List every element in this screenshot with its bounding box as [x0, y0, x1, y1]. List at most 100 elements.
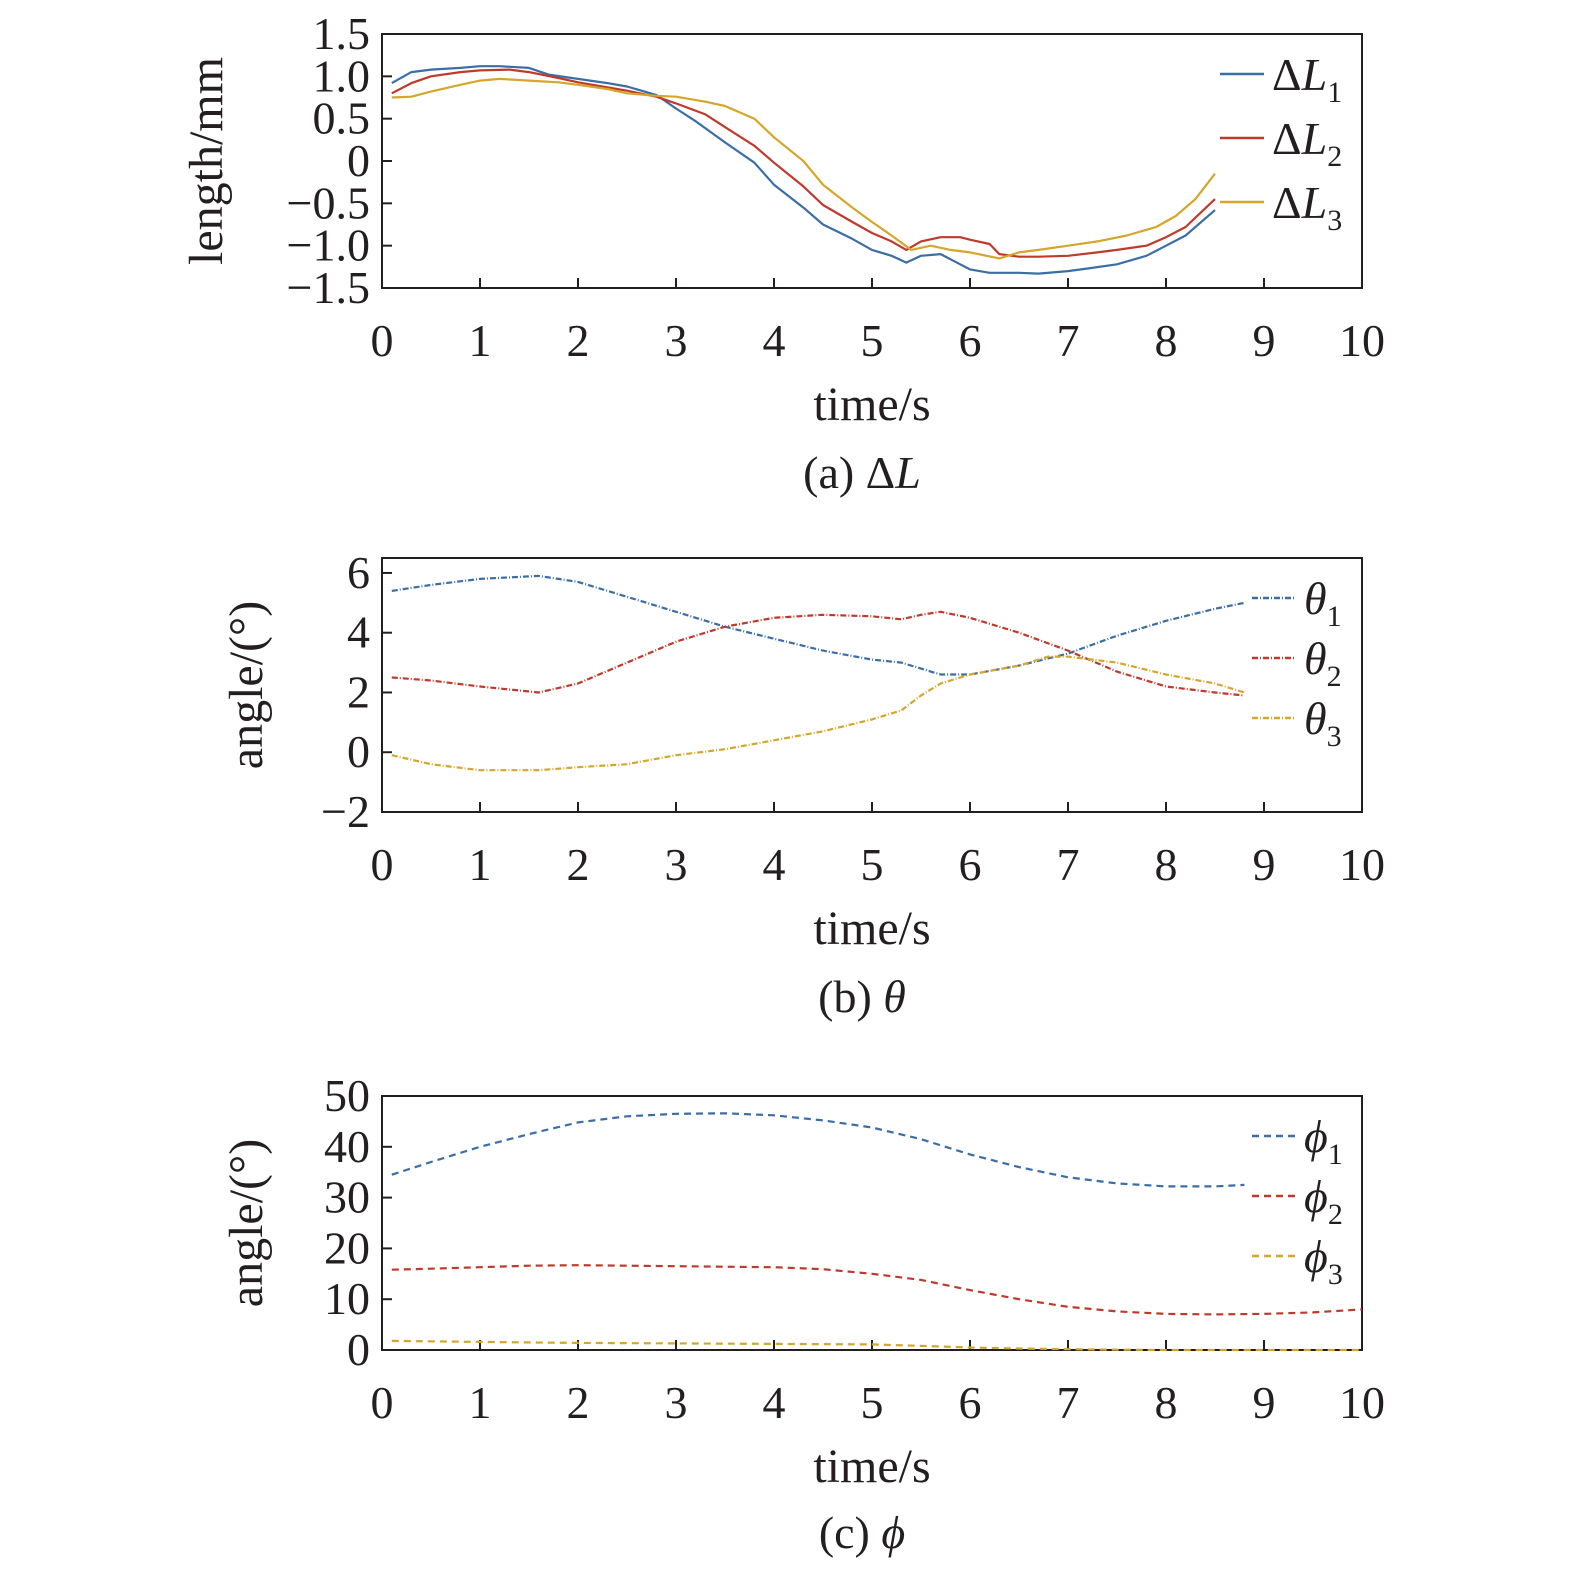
- y-tick-label: 40: [324, 1121, 370, 1172]
- y-tick-label: 0: [347, 1324, 370, 1375]
- panel-b-theta: 0 1 2 3 4 5 6 7 8 9 106420−2time/sangle/(°)θ1θ2θ3(…: [220, 547, 1385, 1022]
- legend-subscript: 3: [1327, 204, 1342, 237]
- x-tick-label: 1: [469, 1377, 492, 1428]
- y-tick-label: 4: [347, 607, 370, 658]
- x-tick-label: 9: [1253, 315, 1276, 366]
- legend-prefix: Δ: [1272, 49, 1302, 100]
- legend-subscript: 2: [1327, 660, 1342, 693]
- x-tick-label: 10: [1339, 315, 1385, 366]
- y-tick-label: −1.5: [287, 262, 370, 313]
- y-tick-label: 30: [324, 1172, 370, 1223]
- series-line-3: [391, 655, 1245, 772]
- x-tick-label: 0: [371, 315, 394, 366]
- y-tick-label: 6: [347, 547, 370, 598]
- x-tick-label: 7: [1057, 315, 1080, 366]
- legend-prefix: Δ: [1272, 113, 1302, 164]
- panel-c-phi: 0 1 2 3 4 5 6 7 8 9 1050403020100time/sangle/(°)ϕ1…: [220, 1070, 1385, 1558]
- series-line-1: [391, 574, 1245, 676]
- panel-caption: (c) ϕ: [819, 1507, 905, 1558]
- panel-a-delta-length: 0 1 2 3 4 5 6 7 8 9 101.51.00.50−0.5−1.0−1.5time/s…: [180, 8, 1385, 498]
- x-tick-label: 7: [1057, 1377, 1080, 1428]
- x-axis-title: time/s: [813, 902, 930, 955]
- legend-var: ϕ: [1304, 1111, 1328, 1162]
- y-tick-label: −2: [321, 786, 370, 837]
- y-tick-label: 10: [324, 1273, 370, 1324]
- legend-subscript: 1: [1328, 1138, 1343, 1171]
- x-tick-label: 0: [371, 839, 394, 890]
- series-line-2: [391, 68, 1216, 258]
- y-axis-title: length/mm: [180, 57, 233, 265]
- y-axis-title: angle/(°): [220, 601, 273, 769]
- x-tick-label: 8: [1155, 839, 1178, 890]
- y-tick-label: 20: [324, 1222, 370, 1273]
- x-tick-label: 10: [1339, 839, 1385, 890]
- series-line-1: [391, 65, 1216, 275]
- legend-var: θ: [1304, 633, 1327, 684]
- panel-caption: (b) θ: [818, 971, 906, 1022]
- x-tick-label: 6: [959, 315, 982, 366]
- x-tick-label: 2: [567, 1377, 590, 1428]
- legend-var: ϕ: [1304, 1171, 1328, 1222]
- caption-prefix: (a) Δ: [803, 447, 895, 498]
- x-tick-label: 1: [469, 315, 492, 366]
- legend-var: L: [1301, 49, 1328, 100]
- y-tick-label: 0: [347, 726, 370, 777]
- caption-variable: θ: [883, 971, 906, 1022]
- legend-subscript: 2: [1328, 1198, 1343, 1231]
- legend-label-2: θ2: [1304, 633, 1342, 693]
- y-tick-label: 0.5: [313, 93, 371, 144]
- plot-frame: [381, 557, 1363, 813]
- legend-label-3: θ3: [1304, 693, 1342, 753]
- x-tick-label: 9: [1253, 839, 1276, 890]
- legend-label-1: ΔL1: [1272, 49, 1342, 109]
- caption-variable: ϕ: [881, 1507, 905, 1558]
- series-line-1: [391, 1112, 1245, 1188]
- caption-prefix: (c): [819, 1507, 882, 1558]
- x-tick-label: 3: [665, 315, 688, 366]
- legend-label-3: ΔL3: [1272, 177, 1342, 237]
- legend-subscript: 3: [1328, 1258, 1343, 1291]
- x-tick-label: 4: [763, 315, 786, 366]
- plot-frame: [381, 1095, 1363, 1351]
- legend-subscript: 3: [1327, 720, 1342, 753]
- x-tick-label: 5: [861, 1377, 884, 1428]
- x-axis-title: time/s: [813, 378, 930, 431]
- x-axis-title: time/s: [813, 1440, 930, 1493]
- legend-var: ϕ: [1304, 1231, 1328, 1282]
- series-line-3: [391, 77, 1216, 260]
- legend-label-1: θ1: [1304, 573, 1342, 633]
- panel-caption: (a) ΔL: [803, 447, 921, 498]
- x-tick-label: 4: [763, 1377, 786, 1428]
- y-tick-label: 1.0: [313, 50, 371, 101]
- x-tick-label: 3: [665, 839, 688, 890]
- caption-prefix: (b): [818, 971, 883, 1022]
- legend-var: L: [1301, 113, 1328, 164]
- y-tick-label: −0.5: [287, 177, 370, 228]
- y-tick-label: 1.5: [313, 8, 371, 59]
- x-tick-label: 0: [371, 1377, 394, 1428]
- legend-prefix: Δ: [1272, 177, 1302, 228]
- x-tick-label: 8: [1155, 1377, 1178, 1428]
- legend-label-1: ϕ1: [1304, 1111, 1343, 1171]
- y-tick-label: 50: [324, 1070, 370, 1121]
- legend-label-3: ϕ3: [1304, 1231, 1343, 1291]
- x-tick-label: 9: [1253, 1377, 1276, 1428]
- y-axis-title: angle/(°): [220, 1139, 273, 1307]
- series-line-2: [391, 610, 1245, 697]
- legend-var: θ: [1304, 573, 1327, 624]
- x-tick-label: 7: [1057, 839, 1080, 890]
- x-tick-label: 5: [861, 839, 884, 890]
- legend-label-2: ϕ2: [1304, 1171, 1343, 1231]
- x-tick-label: 3: [665, 1377, 688, 1428]
- x-tick-label: 10: [1339, 1377, 1385, 1428]
- legend-label-2: ΔL2: [1272, 113, 1342, 173]
- x-tick-label: 6: [959, 1377, 982, 1428]
- legend-subscript: 1: [1327, 600, 1342, 633]
- x-tick-label: 2: [567, 839, 590, 890]
- x-tick-label: 1: [469, 839, 492, 890]
- x-tick-label: 2: [567, 315, 590, 366]
- legend-subscript: 2: [1327, 140, 1342, 173]
- series-line-2: [391, 1264, 1363, 1316]
- y-tick-label: −1.0: [287, 220, 370, 271]
